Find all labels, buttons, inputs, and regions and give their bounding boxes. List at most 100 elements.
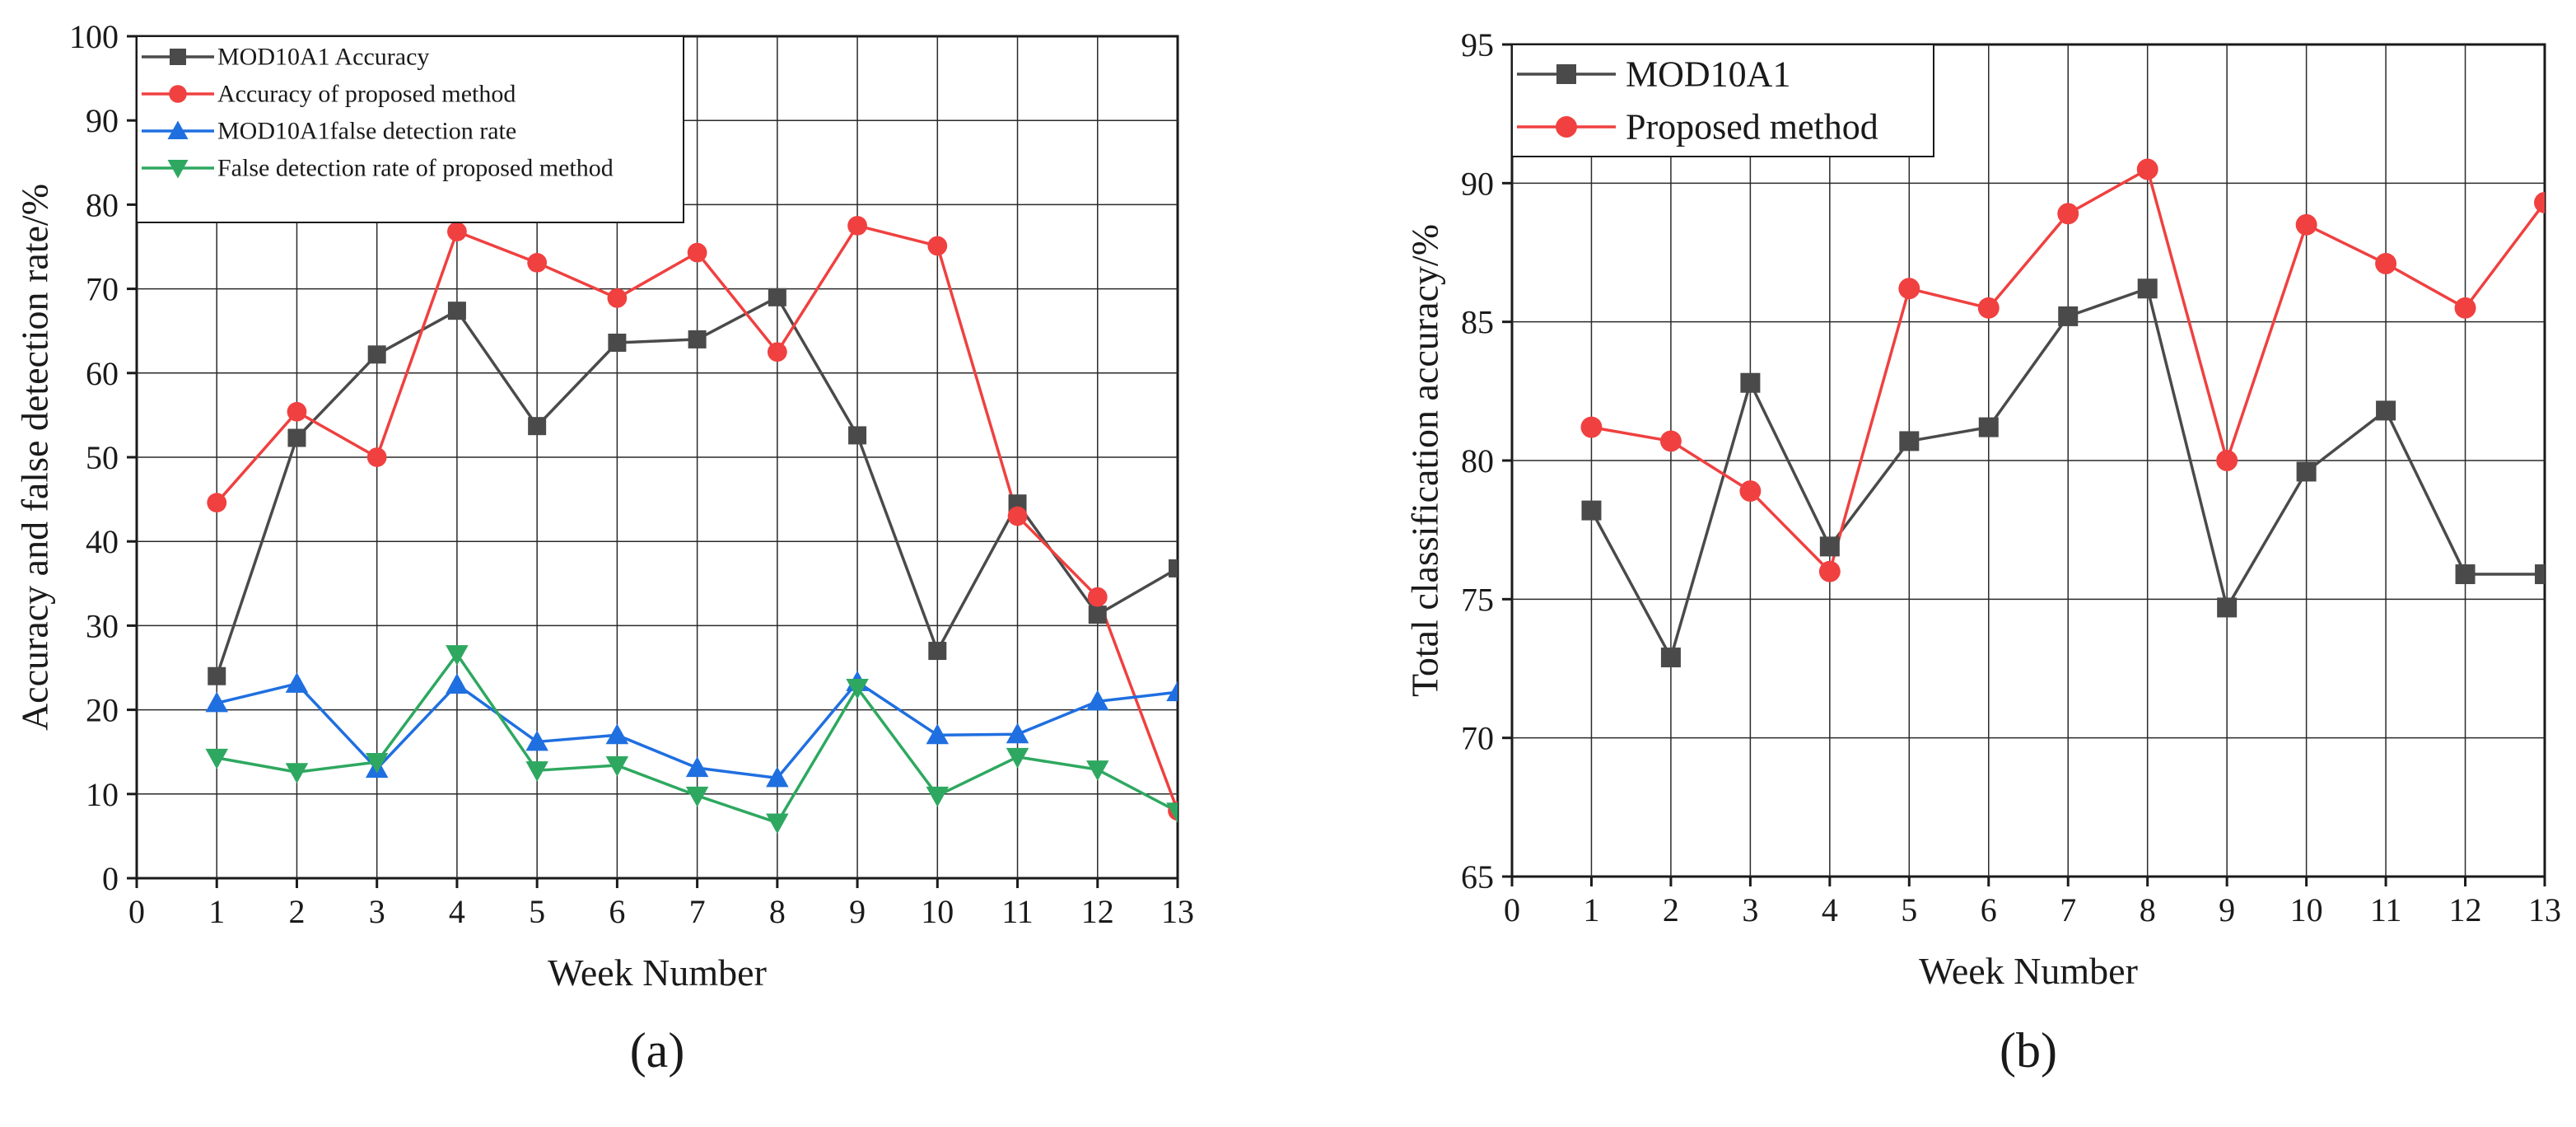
legend-marker xyxy=(170,49,186,65)
panel-label: (b) xyxy=(2000,1023,2057,1078)
data-point xyxy=(1660,648,1681,668)
data-point xyxy=(1086,690,1109,711)
x-tick-label: 7 xyxy=(2060,891,2076,928)
data-point xyxy=(1169,559,1178,578)
legend-label: Accuracy of proposed method xyxy=(217,81,516,108)
y-tick-label: 0 xyxy=(102,860,119,897)
data-point xyxy=(605,756,629,777)
x-tick-label: 2 xyxy=(1663,891,1679,928)
y-tick-label: 80 xyxy=(1461,442,1494,479)
legend-marker xyxy=(1556,64,1576,84)
data-point xyxy=(1006,747,1029,769)
data-point xyxy=(525,761,548,782)
x-tick-label: 11 xyxy=(2370,891,2402,928)
data-point xyxy=(1818,560,1841,582)
data-point xyxy=(1087,587,1108,607)
data-point xyxy=(1659,430,1682,452)
data-point xyxy=(525,730,548,751)
data-point xyxy=(605,723,629,745)
y-tick-label: 90 xyxy=(86,102,119,139)
data-point xyxy=(527,253,548,273)
legend-label: False detection rate of proposed method xyxy=(217,155,614,182)
x-tick-label: 9 xyxy=(849,893,866,930)
y-tick-label: 90 xyxy=(1461,165,1494,202)
y-tick-label: 50 xyxy=(86,439,119,476)
data-point xyxy=(366,447,387,467)
data-point xyxy=(2455,564,2476,585)
data-point xyxy=(2375,253,2397,274)
x-tick-label: 0 xyxy=(128,893,145,930)
data-point xyxy=(685,786,709,807)
data-point xyxy=(2217,597,2238,618)
data-point xyxy=(2295,213,2317,236)
data-point xyxy=(1006,722,1029,744)
data-point xyxy=(208,666,226,685)
data-point xyxy=(848,426,867,445)
x-axis-label: Week Number xyxy=(1919,950,2138,992)
data-point xyxy=(1088,606,1107,624)
data-point xyxy=(2137,278,2158,299)
data-point xyxy=(928,642,947,661)
legend-marker xyxy=(167,160,189,179)
data-point xyxy=(287,428,306,447)
data-point xyxy=(607,288,628,308)
legend-marker xyxy=(169,85,187,103)
data-point xyxy=(365,752,389,774)
x-tick-label: 3 xyxy=(369,893,385,930)
data-point xyxy=(766,813,789,835)
legend-label: MOD10A1 xyxy=(1626,54,1790,95)
y-tick-label: 20 xyxy=(86,692,119,729)
y-tick-label: 80 xyxy=(86,186,119,223)
data-point xyxy=(2376,400,2396,421)
y-tick-label: 10 xyxy=(86,776,119,813)
x-tick-label: 8 xyxy=(769,893,786,930)
x-tick-label: 1 xyxy=(1583,891,1599,928)
data-point xyxy=(2057,203,2079,225)
data-point xyxy=(1166,802,1178,824)
y-tick-label: 40 xyxy=(86,523,119,560)
data-point xyxy=(528,417,547,436)
data-point xyxy=(927,236,948,256)
x-tick-label: 1 xyxy=(208,893,225,930)
series-group xyxy=(205,216,1178,835)
data-point xyxy=(1899,431,1920,451)
legend-box xyxy=(1511,44,1934,157)
x-tick-label: 12 xyxy=(2449,891,2482,928)
x-tick-label: 7 xyxy=(689,893,706,930)
x-tick-label: 6 xyxy=(1981,891,1997,928)
x-tick-label: 4 xyxy=(449,893,465,930)
legend-marker xyxy=(1556,116,1577,138)
x-tick-label: 8 xyxy=(2140,891,2156,928)
x-tick-label: 5 xyxy=(1901,891,1917,928)
x-tick-label: 13 xyxy=(1161,893,1194,930)
data-point xyxy=(685,756,709,778)
data-point xyxy=(687,242,707,263)
data-point xyxy=(2454,297,2476,319)
legend-label: MOD10A1 Accuracy xyxy=(217,44,429,71)
legend-box xyxy=(136,35,684,223)
data-point xyxy=(2058,306,2079,326)
y-tick-label: 75 xyxy=(1461,581,1494,618)
x-tick-label: 10 xyxy=(2290,891,2323,928)
y-tick-label: 65 xyxy=(1461,858,1494,896)
x-tick-label: 9 xyxy=(2219,891,2235,928)
data-point xyxy=(1739,480,1762,502)
data-point xyxy=(2535,564,2545,585)
x-tick-label: 12 xyxy=(1081,893,1114,930)
x-tick-label: 11 xyxy=(1001,893,1034,930)
data-point xyxy=(2136,158,2158,180)
legend-marker xyxy=(167,120,189,139)
x-tick-label: 4 xyxy=(1822,891,1838,928)
data-point xyxy=(285,763,309,783)
data-point xyxy=(447,222,467,241)
series-group xyxy=(1580,158,2545,668)
data-point xyxy=(1819,536,1840,557)
data-point xyxy=(926,786,950,807)
data-point xyxy=(766,766,789,788)
data-point xyxy=(1007,506,1028,526)
data-point xyxy=(846,679,869,699)
x-tick-label: 6 xyxy=(609,893,625,930)
data-point xyxy=(446,673,469,694)
